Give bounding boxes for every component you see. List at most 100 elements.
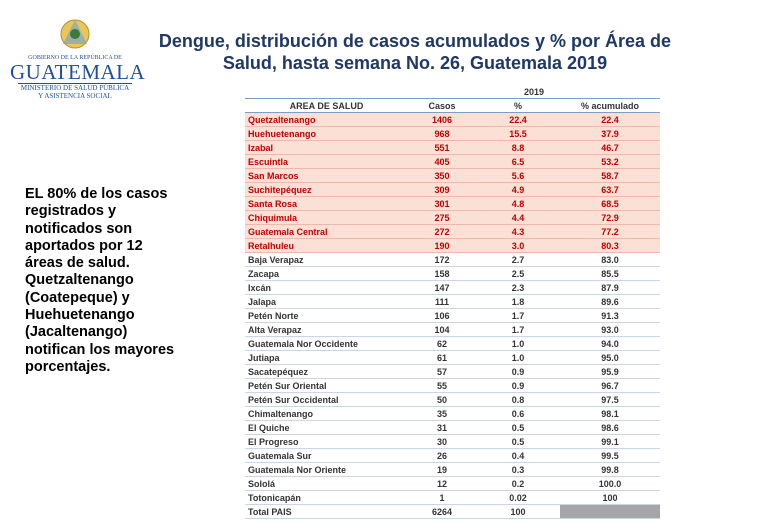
cell: 2.3 [476,280,560,295]
row: Petén Sur Occidental 50 0.8 97.5 [245,392,660,407]
row: El Progreso 30 0.5 99.1 [245,434,660,449]
cell: 99.8 [560,462,660,477]
cell: El Progreso [245,434,408,449]
cell: 95.9 [560,364,660,379]
row: Chimaltenango 35 0.6 98.1 [245,406,660,421]
cell: Zacapa [245,266,408,281]
cell: 301 [408,196,476,211]
cell: Petén Norte [245,308,408,323]
note-line: áreas de salud. [25,255,130,272]
cell: 275 [408,210,476,225]
cell: 0.5 [476,420,560,435]
cell: Total PAIS [245,504,408,519]
cell: 405 [408,154,476,169]
cell: Chimaltenango [245,406,408,421]
cell: 99.5 [560,448,660,463]
cell: Escuintla [245,154,408,169]
cell: Totonicapán [245,490,408,505]
cell: 1.7 [476,308,560,323]
note-line: notificados son [25,220,133,237]
cell: 37.9 [560,126,660,141]
cell: 87.9 [560,280,660,295]
cell: 19 [408,462,476,477]
cell: 83.0 [560,252,660,267]
cell: 94.0 [560,336,660,351]
cell: Suchitepéquez [245,182,408,197]
cell: 22.4 [476,112,560,127]
cell: 968 [408,126,476,141]
cell: 96.7 [560,378,660,393]
cell: 15.5 [476,126,560,141]
total-row: Total PAIS 6264 100 [245,504,660,519]
cell: 77.2 [560,224,660,239]
cell: 1.0 [476,336,560,351]
cell: Ixcán [245,280,408,295]
note-line: registrados y [25,203,117,220]
row: Retalhuleu 190 3.0 80.3 [245,238,660,253]
cell: 62 [408,336,476,351]
row: Petén Sur Oriental 55 0.9 96.7 [245,378,660,393]
cell: 0.6 [476,406,560,421]
header-row: AREA DE SALUD Casos%% acumulado [245,98,660,113]
cell: 98.1 [560,406,660,421]
row: Suchitepéquez 309 4.9 63.7 [245,182,660,197]
row: Petén Norte 106 1.7 91.3 [245,308,660,323]
note-line: aportados por 12 [25,237,143,254]
row: Escuintla 405 6.5 53.2 [245,154,660,169]
logo-line: MINISTERIO DE SALUD PÚBLICA [18,83,132,92]
cell: 12 [408,476,476,491]
cell: Retalhuleu [245,238,408,253]
cell: 4.3 [476,224,560,239]
row: Guatemala Nor Oriente 19 0.3 99.8 [245,462,660,477]
row: Guatemala Sur 26 0.4 99.5 [245,448,660,463]
cell: 551 [408,140,476,155]
cell: 0.2 [476,476,560,491]
cell: 190 [408,238,476,253]
cell: Quetzaltenango [245,112,408,127]
title-line: Salud, hasta semana No. 26, Guatemala 20… [222,53,608,73]
cell: 97.5 [560,392,660,407]
column-header: AREA DE SALUD [245,98,408,113]
row: Izabal 551 8.8 46.7 [245,140,660,155]
cell: Sacatepéquez [245,364,408,379]
row: Santa Rosa 301 4.8 68.5 [245,196,660,211]
cell: 57 [408,364,476,379]
cell: 1.8 [476,294,560,309]
cell: Sololá [245,476,408,491]
cell: 0.5 [476,434,560,449]
logo: GOBIERNO DE LA REPÚBLICA DE GUATEMALA MI… [10,14,145,100]
cell: 89.6 [560,294,660,309]
row: Guatemala Nor Occidente 62 1.0 94.0 [245,336,660,351]
cell: 53.2 [560,154,660,169]
row: Zacapa 158 2.5 85.5 [245,266,660,281]
cell: 30 [408,434,476,449]
cell: 4.8 [476,196,560,211]
note-line: Quetzaltenango [25,272,134,289]
cell: Chiquimula [245,210,408,225]
cell: 22.4 [560,112,660,127]
cell: 91.3 [560,308,660,323]
cell: Jalapa [245,294,408,309]
cell: 63.7 [560,182,660,197]
emblem [60,19,90,49]
cell: 4.9 [476,182,560,197]
cell: 35 [408,406,476,421]
cell: Petén Sur Occidental [245,392,408,407]
cell: 5.6 [476,168,560,183]
row: Jalapa 111 1.8 89.6 [245,294,660,309]
cell [245,85,408,99]
cell: 99.1 [560,434,660,449]
cell: 8.8 [476,140,560,155]
cell: 50 [408,392,476,407]
cell: 100 [560,490,660,505]
note: EL 80% de los casos registrados y notifica… [25,186,174,376]
title-line: Dengue, distribución de casos acumulados… [158,31,672,51]
cell: 61 [408,350,476,365]
cell: 6264 [408,504,476,519]
cell: 0.4 [476,448,560,463]
cell: 0.02 [476,490,560,505]
cell: 1406 [408,112,476,127]
cell: Guatemala Central [245,224,408,239]
cell: 95.0 [560,350,660,365]
